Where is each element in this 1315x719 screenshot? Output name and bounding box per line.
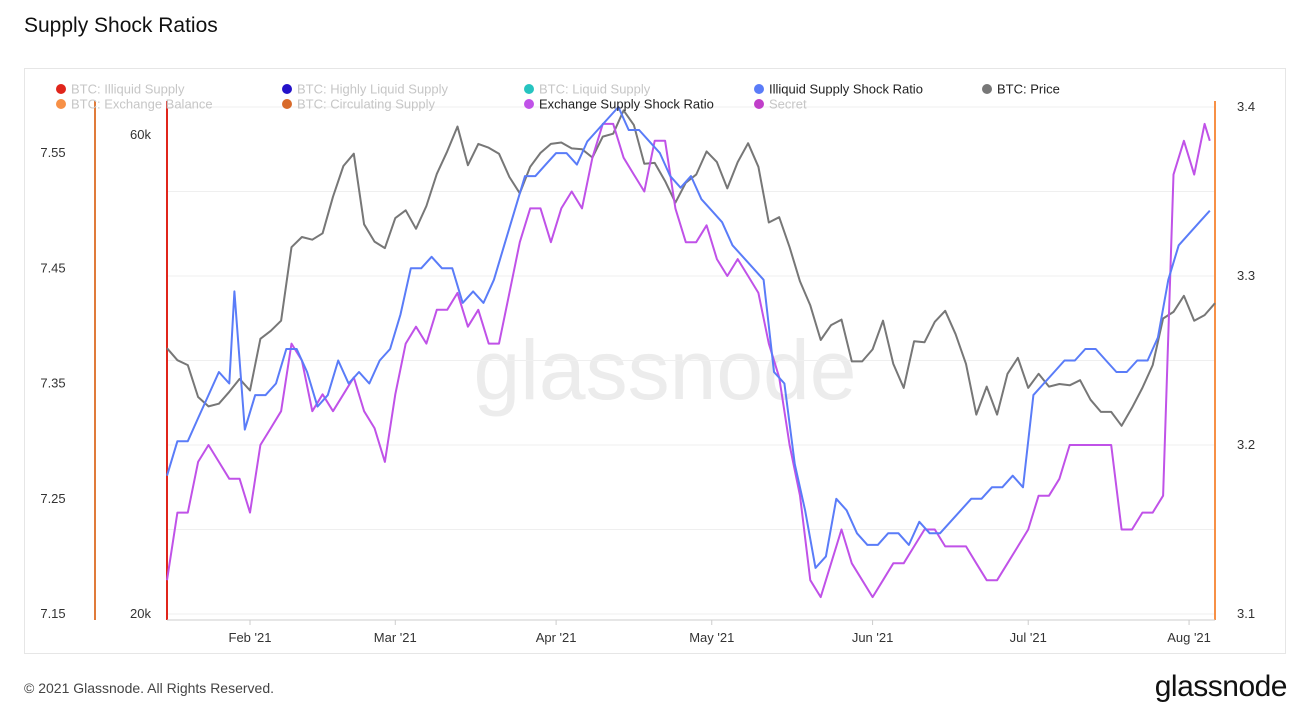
legend-item-exchange-supply-shock-ratio[interactable]: Exchange Supply Shock Ratio [524, 97, 714, 112]
chart-series [166, 106, 1216, 599]
left-outer-tick-label: 7.45 [40, 260, 65, 275]
legend-item-btc-highly-liquid-supply[interactable]: BTC: Highly Liquid Supply [282, 82, 449, 97]
x-tick-label: May '21 [689, 630, 734, 645]
page-title: Supply Shock Ratios [24, 14, 218, 37]
chart-grid [167, 106, 1215, 615]
legend-label-btc-exchange-balance: BTC: Exchange Balance [71, 97, 213, 112]
right-tick-label: 3.3 [1237, 268, 1255, 283]
btc-price-line [166, 109, 1216, 427]
legend-label-exchange-supply-shock-ratio: Exchange Supply Shock Ratio [539, 97, 714, 112]
legend-item-btc-exchange-balance[interactable]: BTC: Exchange Balance [56, 97, 213, 112]
left-inner-tick-label: 60k [130, 127, 151, 142]
legend-item-btc-circulating-supply[interactable]: BTC: Circulating Supply [282, 97, 435, 112]
legend-label-btc-circulating-supply: BTC: Circulating Supply [297, 97, 435, 112]
legend-swatch-btc-illiquid-supply [56, 84, 66, 94]
legend-swatch-secret [754, 99, 764, 109]
legend-swatch-exchange-supply-shock-ratio [524, 99, 534, 109]
chart-axes: 7.15 7.25 7.35 7.45 7.55 20k 60k 3.1 3.2 3.3 3.4 Fe… [40, 99, 1255, 645]
legend-label-btc-highly-liquid-supply: BTC: Highly Liquid Supply [297, 82, 449, 97]
x-tick-label: Jun '21 [852, 630, 894, 645]
legend-label-btc-illiquid-supply: BTC: Illiquid Supply [71, 82, 185, 97]
legend-label-secret: Secret [769, 97, 807, 112]
legend-item-btc-liquid-supply[interactable]: BTC: Liquid Supply [524, 82, 651, 97]
x-tick-label: Apr '21 [536, 630, 577, 645]
right-tick-label: 3.2 [1237, 437, 1255, 452]
glassnode-logo[interactable]: glassnode [1154, 670, 1288, 703]
chart-svg: glassnode 7.15 7.25 7.35 7.45 7.55 20k 60k 3.1 3… [40, 82, 1255, 646]
left-outer-tick-label: 7.15 [40, 606, 65, 621]
left-outer-tick-label: 7.55 [40, 145, 65, 160]
legend-label-btc-price: BTC: Price [997, 82, 1060, 97]
legend-swatch-btc-circulating-supply [282, 99, 292, 109]
illiquid-supply-shock-ratio-line [166, 106, 1211, 569]
x-tick-label: Feb '21 [229, 630, 272, 645]
x-tick-label: Aug '21 [1167, 630, 1211, 645]
exchange-supply-shock-ratio-line [166, 122, 1211, 599]
legend-swatch-btc-highly-liquid-supply [282, 84, 292, 94]
legend-item-secret[interactable]: Secret [754, 97, 807, 112]
legend-label-btc-liquid-supply: BTC: Liquid Supply [539, 82, 651, 97]
copyright-text: © 2021 Glassnode. All Rights Reserved. [24, 680, 275, 696]
legend-swatch-btc-price [982, 84, 992, 94]
legend-swatch-btc-exchange-balance [56, 99, 66, 109]
chart-panel: glassnode 7.15 7.25 7.35 7.45 7.55 20k 60k 3.1 3… [24, 68, 1286, 654]
legend-item-btc-illiquid-supply[interactable]: BTC: Illiquid Supply [56, 82, 185, 97]
x-tick-label: Mar '21 [374, 630, 417, 645]
left-outer-tick-label: 7.25 [40, 491, 65, 506]
right-tick-label: 3.1 [1237, 606, 1255, 621]
legend-swatch-btc-liquid-supply [524, 84, 534, 94]
x-tick-label: Jul '21 [1010, 630, 1047, 645]
legend-swatch-illiquid-supply-shock-ratio [754, 84, 764, 94]
left-outer-tick-label: 7.35 [40, 376, 65, 391]
legend-item-btc-price[interactable]: BTC: Price [982, 82, 1060, 97]
chart-watermark: glassnode [474, 323, 857, 417]
legend-item-illiquid-supply-shock-ratio[interactable]: Illiquid Supply Shock Ratio [754, 82, 923, 97]
right-tick-label: 3.4 [1237, 99, 1255, 114]
left-inner-tick-label: 20k [130, 606, 151, 621]
legend-label-illiquid-supply-shock-ratio: Illiquid Supply Shock Ratio [769, 82, 923, 97]
chart-legend: BTC: Illiquid Supply BTC: Highly Liquid S… [56, 82, 1060, 112]
